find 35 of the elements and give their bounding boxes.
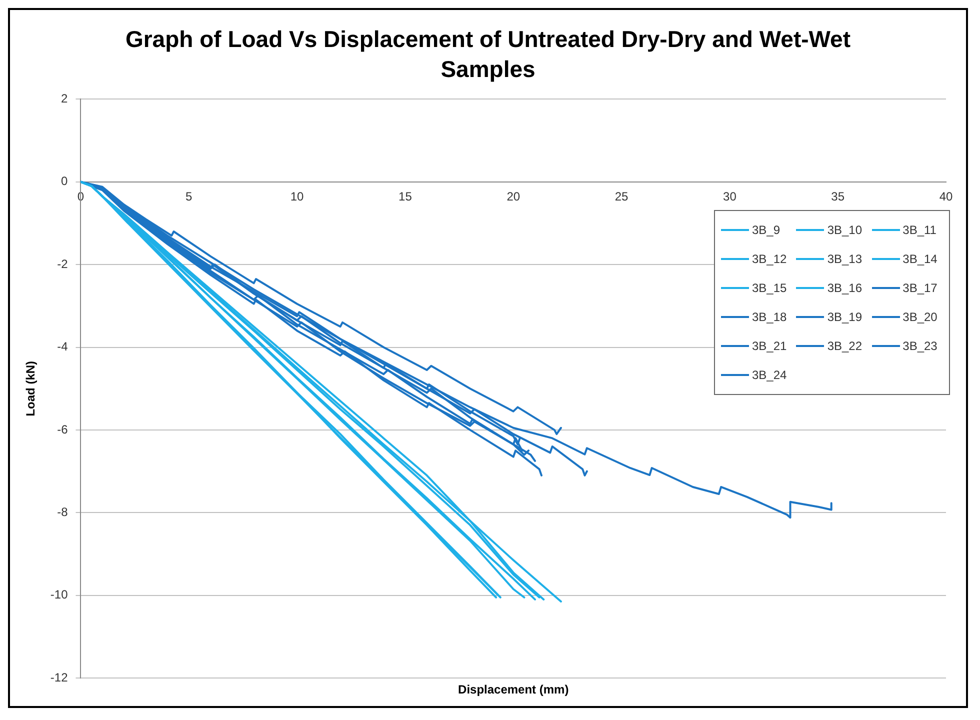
- legend-label: 3B_23: [902, 339, 938, 353]
- y-axis-title: Load (kN): [24, 360, 38, 416]
- x-tick-label: 5: [186, 189, 193, 204]
- legend-label: 3B_9: [752, 223, 780, 237]
- chart-title: Graph of Load Vs Displacement of Untreated Dry-Dry and Wet-Wet Samples: [124, 25, 852, 84]
- x-tick-label: 15: [398, 189, 412, 204]
- y-tick-label: -12: [50, 670, 68, 684]
- legend-label: 3B_18: [752, 310, 787, 324]
- y-tick-label: 2: [61, 92, 68, 106]
- y-tick-label: -2: [57, 256, 68, 271]
- legend-label: 3B_14: [902, 252, 938, 266]
- legend-label: 3B_13: [827, 252, 862, 266]
- legend-label: 3B_20: [902, 310, 938, 324]
- legend-label: 3B_11: [902, 223, 936, 237]
- y-tick-label: 0: [61, 174, 68, 188]
- y-tick-label: -10: [50, 588, 68, 602]
- x-tick-label: 30: [723, 189, 737, 204]
- legend-label: 3B_10: [827, 223, 862, 237]
- y-tick-label: -6: [57, 422, 68, 436]
- x-tick-label: 20: [506, 189, 520, 204]
- legend-label: 3B_17: [902, 281, 938, 295]
- legend-label: 3B_16: [827, 281, 862, 295]
- legend-label: 3B_21: [752, 339, 787, 353]
- y-tick-label: -8: [57, 504, 68, 519]
- legend-label: 3B_22: [827, 339, 862, 353]
- y-tick-label: -4: [57, 340, 68, 354]
- legend-label: 3B_15: [752, 281, 787, 295]
- legend-label: 3B_24: [752, 368, 787, 382]
- legend-label: 3B_12: [752, 252, 787, 266]
- x-axis-title: Displacement (mm): [458, 682, 569, 696]
- x-tick-label: 35: [831, 189, 845, 204]
- legend-label: 3B_19: [827, 310, 862, 324]
- x-tick-label: 25: [614, 189, 629, 204]
- x-tick-label: 10: [290, 189, 304, 204]
- x-tick-label: 40: [939, 189, 953, 204]
